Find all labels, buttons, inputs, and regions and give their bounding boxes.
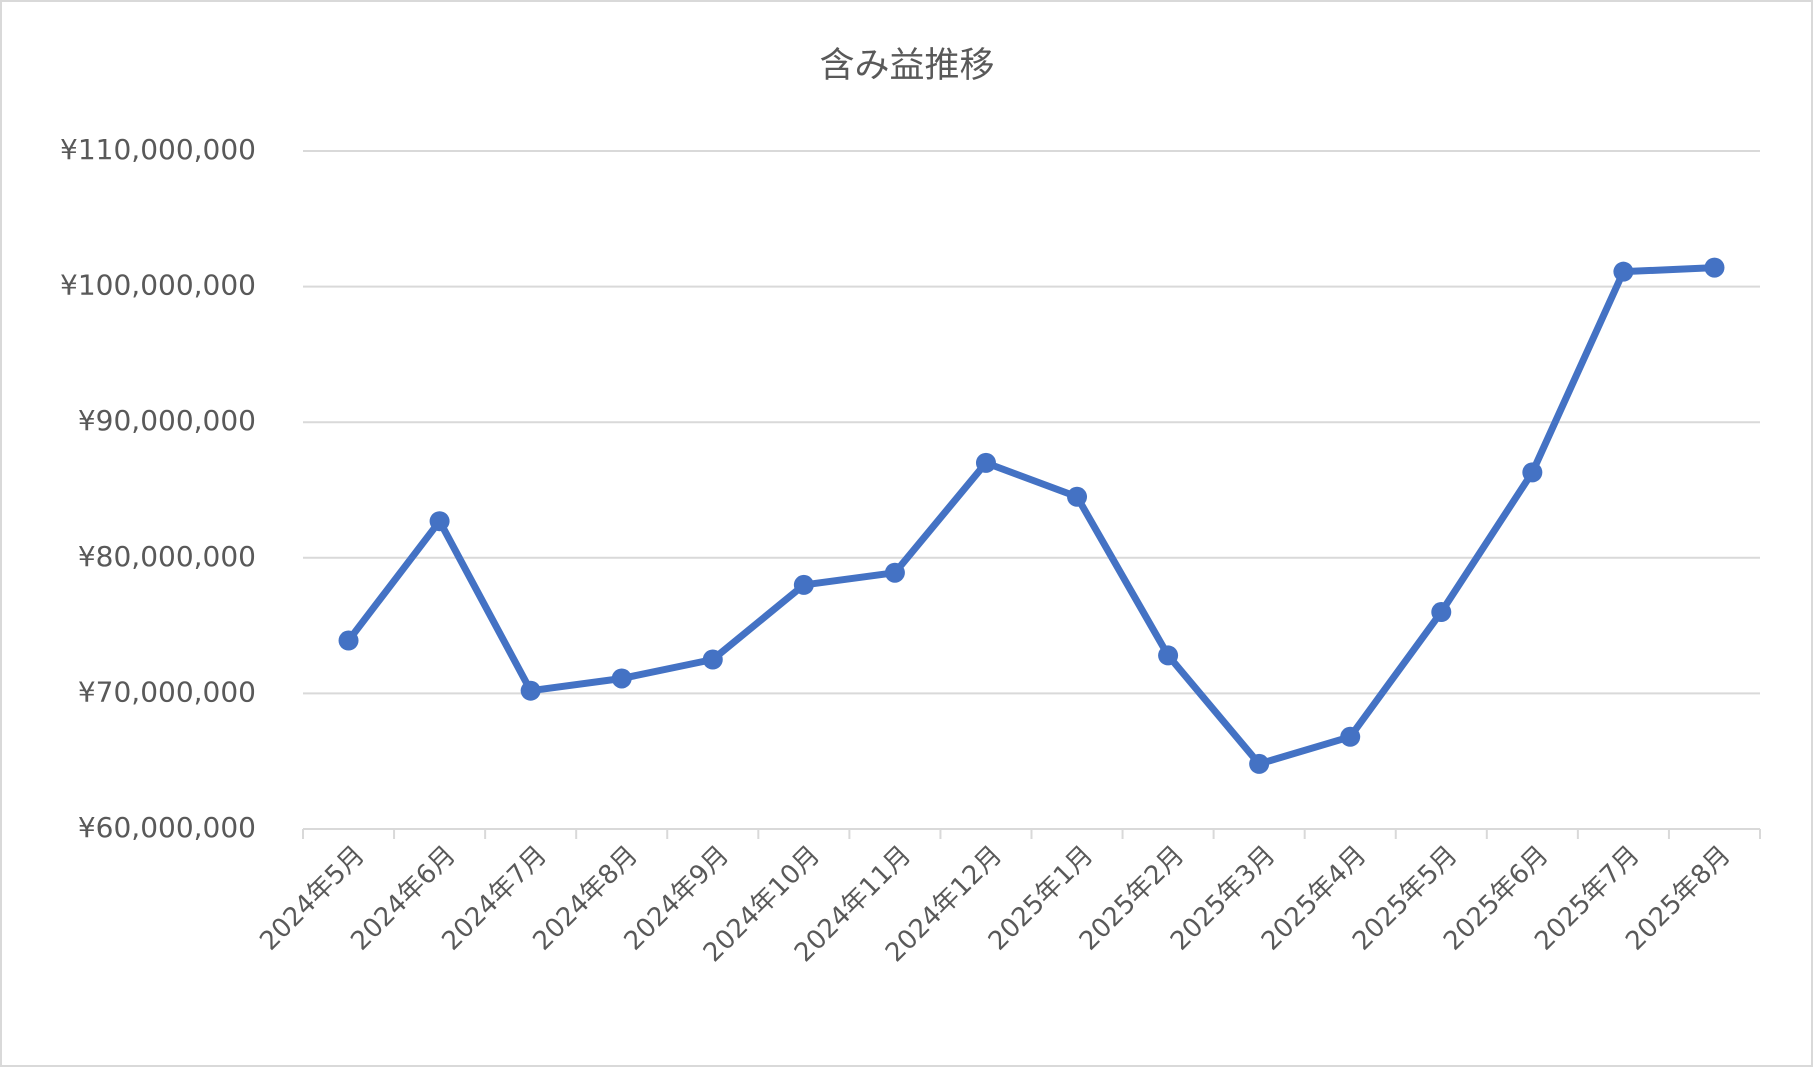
line [345,264,1715,768]
point [1067,486,1088,507]
point [429,511,450,532]
y-tick-label: ¥80,000,000 [78,540,256,573]
point [1613,261,1634,282]
point [520,680,541,701]
point [702,649,723,670]
point [338,630,359,651]
chart-title: 含み益推移 [819,46,994,86]
point [884,562,905,583]
y-tick-label: ¥110,000,000 [60,133,256,166]
point [1704,257,1725,278]
y-tick-label: ¥100,000,000 [60,269,256,302]
y-tick-label: ¥70,000,000 [78,675,256,708]
point [1522,462,1543,483]
point [975,452,996,473]
point [1249,753,1270,774]
point [1431,602,1452,623]
point [611,668,632,689]
point [1340,726,1361,747]
point [793,574,814,595]
point [1158,645,1179,666]
y-tick-label: ¥60,000,000 [78,811,256,844]
y-tick-label: ¥90,000,000 [78,404,256,437]
